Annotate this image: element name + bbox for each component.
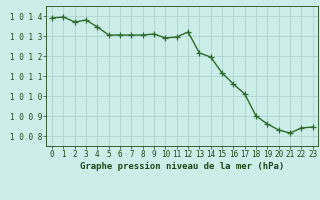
X-axis label: Graphe pression niveau de la mer (hPa): Graphe pression niveau de la mer (hPa) [80, 162, 284, 171]
